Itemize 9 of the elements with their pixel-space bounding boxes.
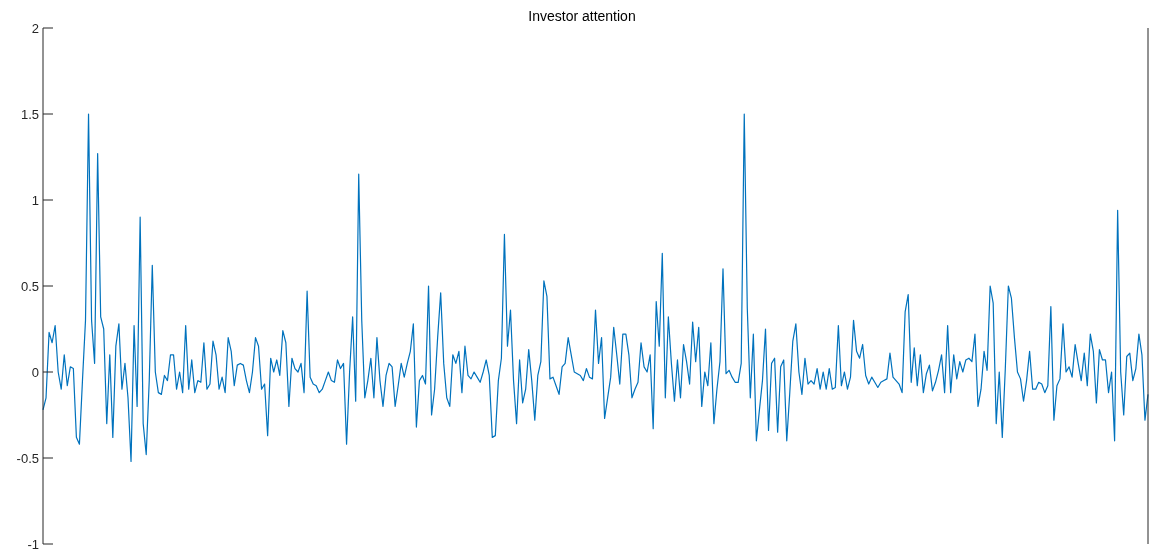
line-series: [42, 113, 1149, 463]
y-tick-label: 0: [31, 364, 39, 380]
y-tick-label: 1.5: [20, 106, 39, 122]
y-tick-label: 0.5: [20, 278, 39, 294]
y-tick-label: 2: [31, 20, 39, 36]
y-tick-label: -1: [27, 536, 39, 552]
y-tick-label: -0.5: [16, 450, 39, 466]
y-tick-label: 1: [31, 192, 39, 208]
chart-title: Investor attention: [528, 8, 636, 24]
